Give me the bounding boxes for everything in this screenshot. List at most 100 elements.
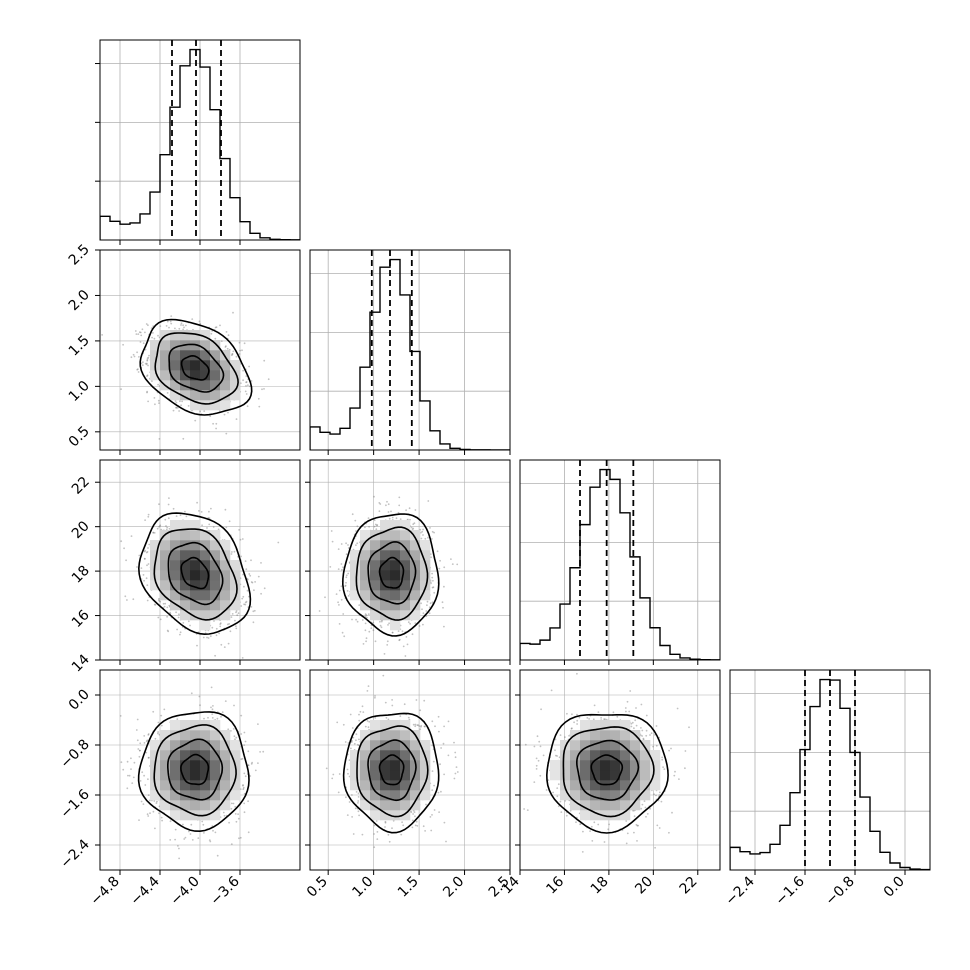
sample-point (141, 364, 144, 366)
sample-point (212, 829, 214, 832)
sample-point (345, 581, 347, 584)
density-cell (610, 720, 621, 731)
sample-point (247, 831, 250, 834)
sample-point (365, 637, 368, 640)
sample-point (540, 708, 542, 711)
x-tick-label: 0.0 (881, 874, 908, 901)
sample-point (337, 548, 340, 550)
sample-point (260, 562, 262, 564)
sample-point (367, 685, 370, 687)
density-cell (370, 810, 381, 821)
density-cell (160, 370, 171, 381)
sample-point (140, 567, 143, 569)
density-cell (170, 390, 181, 401)
sample-point (235, 611, 237, 614)
density-cell (160, 790, 171, 801)
contour-0 (378, 754, 405, 786)
sample-point (248, 573, 251, 575)
density-cell (180, 360, 191, 371)
sample-point (370, 627, 373, 629)
density-cell (200, 730, 211, 741)
sample-point (635, 823, 638, 826)
sample-point (179, 514, 182, 517)
sample-point (419, 728, 422, 731)
sample-point (146, 739, 149, 742)
density-cell (580, 750, 591, 761)
density-cell (360, 800, 371, 811)
sample-point (535, 768, 538, 770)
sample-point (232, 311, 234, 314)
density-cell (420, 590, 431, 601)
sample-point (207, 637, 210, 639)
sample-point (146, 551, 149, 553)
sample-point (387, 833, 390, 836)
sample-point (228, 623, 231, 625)
sample-point (578, 716, 581, 719)
sample-point (338, 773, 341, 775)
y-tick-label: 0.0 (66, 687, 93, 714)
sample-point (413, 522, 416, 525)
sample-point (137, 748, 140, 750)
sample-point (182, 328, 185, 331)
sample-point (401, 630, 404, 633)
sample-point (439, 559, 441, 562)
density-cell (200, 750, 211, 761)
sample-point (175, 611, 178, 614)
density-cell (210, 560, 221, 571)
sample-point (180, 322, 183, 325)
density-cell (560, 770, 571, 781)
density-cell (370, 730, 381, 741)
density-cell (230, 580, 241, 591)
sample-point (178, 613, 180, 616)
y-tick-label: 18 (69, 563, 93, 587)
density-cell (620, 770, 631, 781)
sample-point (387, 718, 390, 721)
density-cell (380, 600, 391, 611)
sample-point (178, 410, 181, 412)
sample-point (147, 324, 149, 327)
density-cell (420, 740, 431, 751)
density-cell (360, 570, 371, 581)
density-cell (210, 740, 221, 751)
sample-point (429, 816, 432, 818)
sample-point (439, 763, 441, 766)
sample-point (230, 807, 233, 810)
sample-point (140, 800, 143, 803)
sample-point (230, 730, 232, 732)
sample-point (267, 378, 270, 381)
sample-point (142, 803, 145, 805)
sample-point (146, 813, 149, 816)
sample-point (414, 622, 417, 624)
sample-point (158, 525, 160, 528)
sample-point (586, 717, 589, 719)
histogram-panel-2 (519, 459, 721, 665)
sample-point (145, 551, 148, 554)
density-cell (380, 550, 391, 561)
contour-2 (356, 725, 429, 818)
sample-point (160, 724, 163, 727)
sample-point (240, 555, 243, 558)
sample-point (557, 805, 560, 808)
density-cell (230, 390, 241, 401)
sample-point (401, 821, 403, 824)
sample-point (388, 517, 391, 520)
sample-point (431, 586, 434, 589)
sample-point (184, 836, 187, 839)
sample-point (219, 623, 222, 625)
density-cell (410, 740, 421, 751)
density-cell (220, 790, 231, 801)
sample-point (576, 719, 579, 722)
density-cell (160, 580, 171, 591)
sample-point (196, 644, 198, 647)
sample-point (353, 742, 356, 745)
scatter-panel-0-2: 14 16 18 20 22 (69, 459, 301, 675)
sample-point (376, 831, 379, 833)
sample-point (324, 596, 326, 599)
sample-point (438, 730, 440, 733)
sample-point (263, 587, 266, 590)
sample-point (422, 623, 424, 626)
sample-point (147, 515, 150, 518)
sample-point (232, 728, 235, 730)
sample-point (241, 757, 244, 760)
sample-point (246, 405, 249, 408)
